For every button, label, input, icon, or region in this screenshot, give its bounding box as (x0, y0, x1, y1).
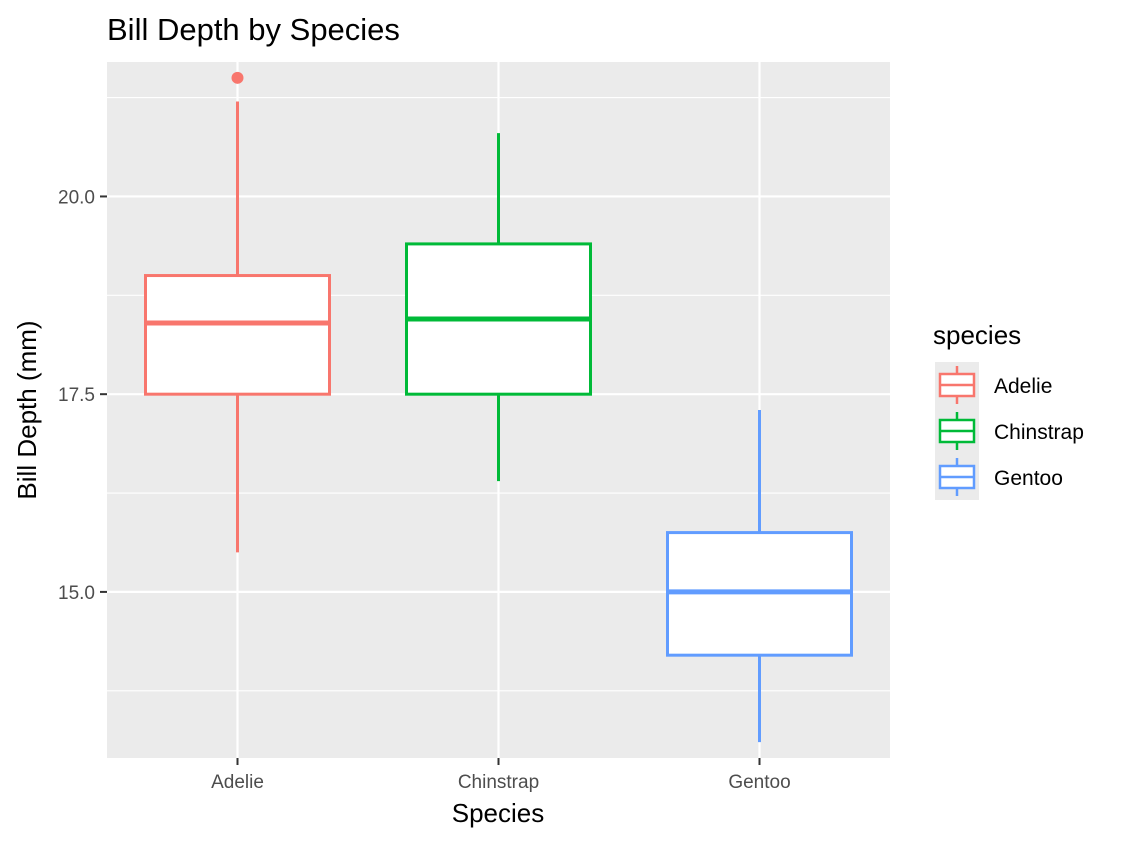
legend-item-adelie: Adelie (935, 362, 1052, 408)
box-chinstrap (405, 133, 592, 482)
legend-item-chinstrap: Chinstrap (935, 408, 1084, 454)
outlier-point (231, 71, 244, 84)
y-tick-label: 20.0 (58, 187, 95, 208)
legend-label: Gentoo (994, 467, 1063, 490)
y-axis-title: Bill Depth (mm) (12, 320, 42, 499)
legend-item-gentoo: Gentoo (935, 454, 1063, 500)
y-axis: 15.0 17.5 20.0 (58, 187, 107, 604)
x-axis: Adelie Chinstrap Gentoo (211, 758, 791, 793)
box-adelie (144, 71, 331, 553)
box-series (144, 71, 853, 743)
y-tick-label: 17.5 (58, 385, 95, 406)
legend: species Adelie Chinstrap Gentoo (933, 320, 1084, 500)
x-axis-title: Species (452, 798, 545, 828)
x-tick-label: Chinstrap (458, 772, 539, 793)
legend-title: species (933, 320, 1021, 350)
x-tick-label: Gentoo (728, 772, 790, 793)
box-gentoo (666, 410, 853, 743)
y-tick-label: 15.0 (58, 583, 95, 604)
chart-title: Bill Depth by Species (107, 12, 400, 47)
x-tick-label: Adelie (211, 772, 264, 793)
legend-label: Adelie (994, 375, 1052, 398)
legend-label: Chinstrap (994, 421, 1084, 444)
box-iqr (144, 274, 331, 396)
